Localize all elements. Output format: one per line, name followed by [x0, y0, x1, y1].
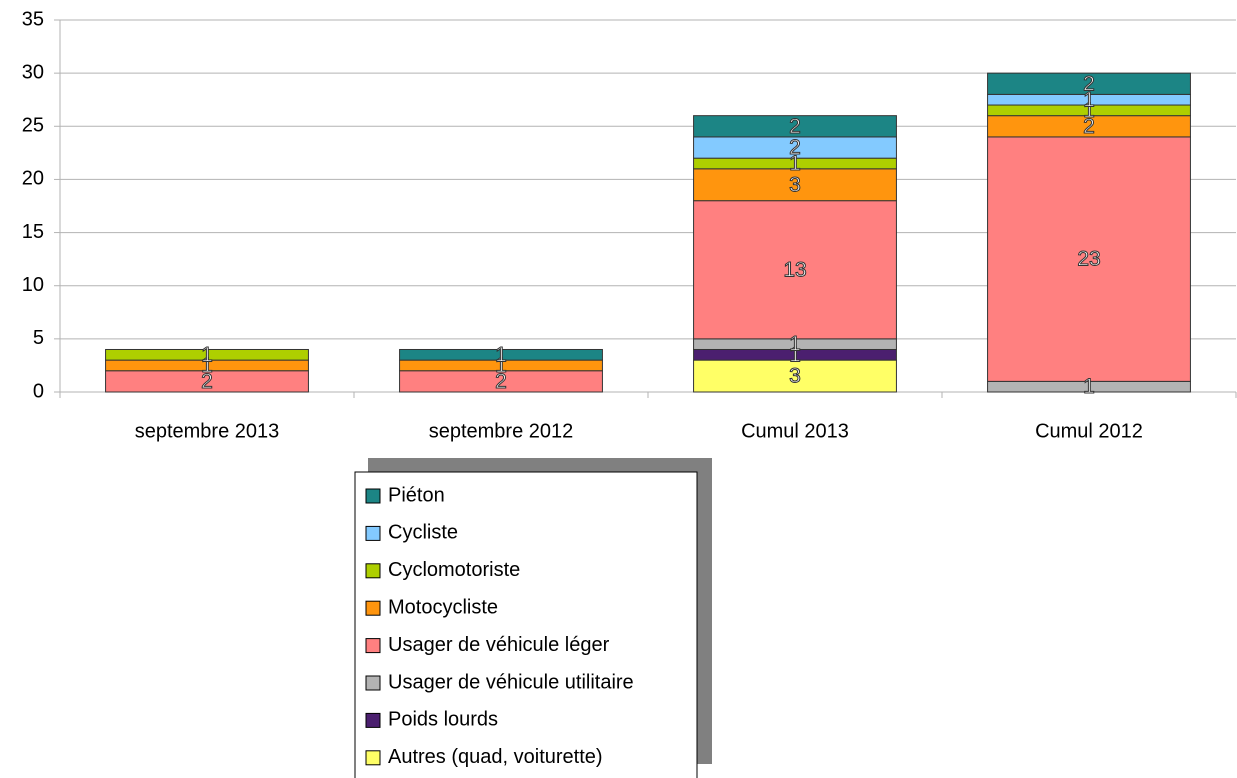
x-tick-label: Cumul 2013: [741, 420, 849, 442]
value-label: 1: [789, 343, 801, 366]
legend-label: Cyclomotoriste: [388, 559, 520, 581]
legend-label: Cycliste: [388, 522, 458, 544]
value-label: 1: [1083, 88, 1095, 111]
y-tick-label: 25: [22, 115, 44, 137]
y-tick-label: 10: [22, 274, 44, 296]
y-tick-label: 30: [22, 61, 44, 83]
legend-label: Motocycliste: [388, 596, 498, 618]
bar-segment: [693, 115, 897, 138]
value-label: 1: [1083, 375, 1095, 398]
y-tick-label: 15: [22, 221, 44, 243]
legend-swatch: [365, 600, 381, 616]
legend-swatch: [365, 750, 381, 766]
bar-segment: [693, 200, 897, 340]
legend-swatch: [365, 675, 381, 691]
y-tick-label: 20: [22, 168, 44, 190]
value-label: 2: [789, 115, 801, 138]
legend-label: Piéton: [388, 484, 445, 506]
value-label: 1: [201, 354, 213, 377]
legend-swatch: [365, 488, 381, 504]
value-label: 23: [1077, 248, 1100, 271]
legend-label: Autres (quad, voiturette): [388, 746, 603, 768]
y-tick-label: 5: [33, 327, 44, 349]
value-label: 3: [789, 365, 801, 388]
value-label: 1: [789, 152, 801, 175]
value-label: 1: [789, 333, 801, 356]
value-label: 1: [201, 343, 213, 366]
bar-segment: [693, 168, 897, 202]
legend-label: Usager de véhicule utilitaire: [388, 671, 634, 693]
value-label: 1: [495, 343, 507, 366]
legend-swatch: [365, 525, 381, 541]
value-label: 2: [789, 136, 801, 159]
value-label: 1: [495, 354, 507, 377]
value-label: 2: [201, 370, 213, 393]
legend-label: Poids lourds: [388, 709, 498, 731]
legend-label: Usager de véhicule léger: [388, 634, 610, 656]
value-label: 1: [1083, 99, 1095, 122]
legend-box: [354, 471, 698, 778]
bar-segment: [105, 348, 309, 361]
y-tick-label: 0: [33, 380, 44, 402]
bar-segment: [693, 359, 897, 393]
bar-segment: [987, 136, 1191, 382]
x-tick-label: septembre 2013: [135, 420, 280, 442]
value-label: 2: [495, 370, 507, 393]
value-label: 2: [1083, 72, 1095, 95]
value-label: 13: [783, 258, 806, 281]
legend-swatch: [365, 638, 381, 654]
legend-swatch: [365, 563, 381, 579]
x-tick-label: Cumul 2012: [1035, 420, 1143, 442]
bar-segment: [399, 348, 603, 361]
value-label: 3: [789, 173, 801, 196]
legend-swatch: [365, 712, 381, 728]
value-label: 2: [1083, 115, 1095, 138]
bar-segment: [987, 72, 1191, 95]
y-tick-label: 35: [22, 8, 44, 30]
x-tick-label: septembre 2012: [429, 420, 574, 442]
